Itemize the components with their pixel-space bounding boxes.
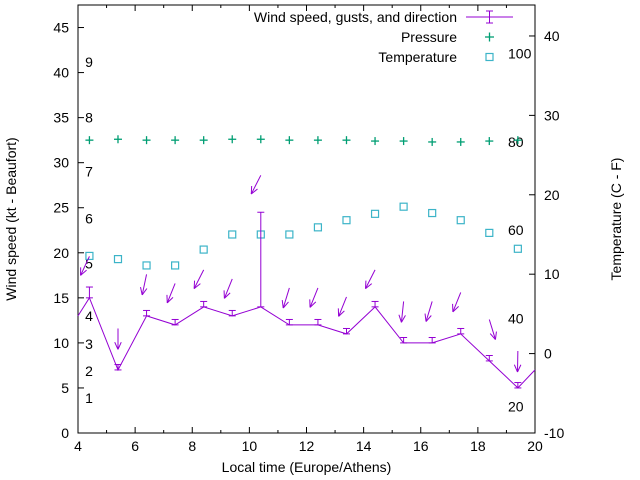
y-left-tick-label: 35 — [53, 110, 69, 126]
temperature-point — [85, 251, 94, 261]
temperature-point — [513, 244, 522, 253]
y-left-tick-label: 20 — [53, 245, 69, 261]
temperature-point — [228, 230, 237, 239]
x-tick-label: 16 — [413, 438, 429, 454]
y-right-tick-label: 0 — [544, 346, 552, 362]
fahrenheit-label: 100 — [508, 46, 532, 62]
y-left-tick-label: 45 — [53, 20, 69, 36]
temperature-point — [113, 255, 123, 264]
axis-labels: 4 6 8 10 12 14 16 18 20051015202530354045-100102… — [53, 20, 564, 454]
wind-direction-arrow — [365, 269, 376, 289]
x-tick-label: 20 — [527, 438, 543, 454]
legend-sample-temperature — [485, 52, 494, 62]
legend-label-pressure: Pressure — [401, 29, 457, 45]
fahrenheit-label: 20 — [508, 399, 524, 415]
y-left-tick-label: 15 — [53, 290, 69, 306]
y-right-tick-label: 10 — [544, 266, 560, 282]
legend-sample-wind — [466, 10, 513, 24]
y-right-tick-label: 20 — [544, 187, 560, 203]
temperature-point — [399, 202, 408, 211]
plot-border — [77, 4, 536, 434]
beaufort-label: 1 — [85, 390, 93, 406]
wind-speed-line — [77, 296, 536, 389]
wind-direction-arrow — [223, 278, 233, 299]
y-right-tick-label: 40 — [544, 28, 560, 44]
x-tick-label: 18 — [470, 438, 486, 454]
temperature-point — [199, 245, 208, 254]
temperature-point — [171, 261, 180, 270]
beaufort-label: 9 — [85, 54, 93, 70]
beaufort-label: 2 — [85, 363, 93, 379]
beaufort-label: 3 — [85, 336, 93, 352]
y-left-tick-label: 5 — [61, 380, 69, 396]
temperature-series — [85, 202, 522, 270]
wind-direction-arrow — [338, 296, 347, 317]
y-left-tick-label: 0 — [61, 425, 69, 441]
beaufort-label: 4 — [85, 308, 93, 324]
x-tick-label: 12 — [299, 438, 315, 454]
wind-direction-arrow — [193, 269, 205, 289]
temperature-point — [456, 216, 465, 225]
wind-direction-arrow — [282, 287, 290, 309]
wind-direction-arrow — [80, 256, 90, 276]
wind-series — [77, 175, 536, 389]
y-left-tick-label: 10 — [53, 335, 69, 351]
beaufort-label: 5 — [85, 256, 93, 272]
wind-direction-arrow — [452, 292, 462, 313]
y-right-axis-title: Temperature (C - F) — [608, 158, 624, 281]
wind-direction-arrow — [141, 274, 148, 296]
x-axis-title: Local time (Europe/Athens) — [222, 459, 392, 475]
x-tick-label: 6 — [131, 438, 139, 454]
beaufort-label: 8 — [85, 110, 93, 126]
y-right-tick-label: 30 — [544, 107, 560, 123]
x-tick-label: 8 — [188, 438, 196, 454]
legend-label-wind: Wind speed, gusts, and direction — [254, 9, 457, 25]
axes — [77, 4, 536, 434]
wind-direction-arrow — [250, 175, 262, 195]
fahrenheit-label: 80 — [508, 134, 524, 150]
y-left-tick-label: 25 — [53, 200, 69, 216]
temperature-point — [485, 228, 494, 237]
wind-direction-arrow — [309, 287, 319, 308]
x-tick-label: 14 — [356, 438, 372, 454]
inside-scale-labels: 1 2 3 4 5 6 7 8 9 20 40 60 80 100 — [85, 46, 531, 415]
legend: Wind speed, gusts, and direction Pressure… — [254, 9, 513, 65]
y-left-axis-title: Wind speed (kt - Beaufort) — [3, 137, 19, 300]
wind-direction-arrow — [166, 283, 176, 304]
y-left-tick-label: 40 — [53, 65, 69, 81]
legend-sample-pressure — [485, 32, 494, 42]
temperature-point — [285, 230, 294, 239]
beaufort-label: 7 — [85, 164, 93, 180]
beaufort-label: 6 — [85, 211, 93, 227]
temperature-point — [370, 209, 380, 218]
legend-label-temperature: Temperature — [378, 49, 457, 65]
y-left-tick-label: 30 — [53, 155, 69, 171]
temperature-point — [428, 208, 437, 218]
fahrenheit-label: 60 — [508, 222, 524, 238]
wind-direction-arrow — [488, 319, 496, 340]
x-tick-label: 4 — [74, 438, 82, 454]
fahrenheit-label: 40 — [508, 310, 524, 326]
axis-titles: Local time (Europe/Athens) Wind speed (kt… — [3, 137, 624, 475]
wind-direction-arrow — [425, 301, 433, 322]
temperature-point — [342, 216, 351, 225]
temperature-point — [313, 223, 323, 232]
wind-direction-arrow — [400, 301, 405, 323]
x-tick-label: 10 — [242, 438, 258, 454]
temperature-point — [142, 261, 151, 270]
y-right-tick-label: -10 — [544, 425, 564, 441]
pressure-series — [85, 135, 522, 146]
